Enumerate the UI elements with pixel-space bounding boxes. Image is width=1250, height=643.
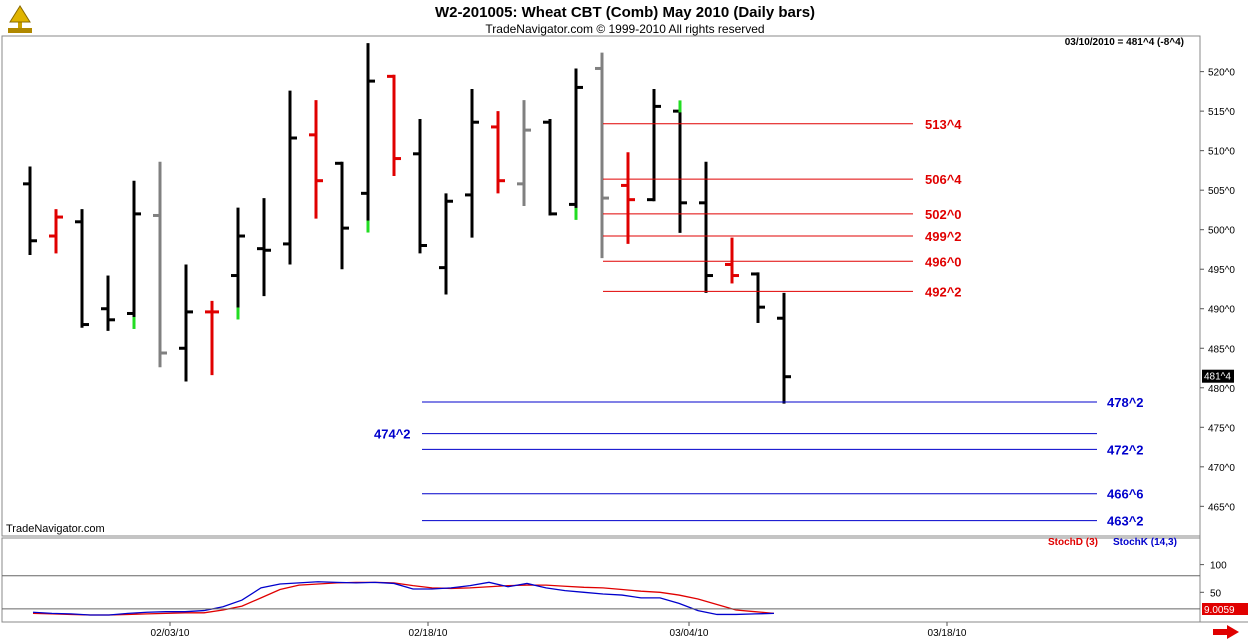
price-tick-label: 520^0	[1208, 68, 1235, 79]
support-label: 466^6	[1107, 487, 1144, 502]
copyright-subtitle: TradeNavigator.com © 1999-2010 All right…	[485, 22, 765, 36]
trade-navigator-logo-icon	[8, 5, 32, 33]
price-plot	[23, 43, 791, 404]
stoch-last-label: 9.0059	[1204, 605, 1235, 616]
price-readout: 03/10/2010 = 481^4 (-8^4)	[1064, 37, 1184, 48]
price-tick-label: 505^0	[1208, 186, 1235, 197]
resistance-label: 502^0	[925, 207, 962, 222]
stochastic-plot	[32, 581, 775, 616]
chart-title: W2-201005: Wheat CBT (Comb) May 2010 (Da…	[434, 4, 816, 21]
level-lines: 513^4 506^4 502^0 499^2 496^0 492^2 478^2 474^2…	[374, 117, 1144, 529]
price-tick-label: 510^0	[1208, 147, 1235, 158]
support-label: 474^2	[374, 427, 411, 442]
stoch-last-badge	[1202, 603, 1248, 615]
price-tick-label: 500^0	[1208, 226, 1235, 237]
last-price-badge	[1202, 369, 1234, 383]
resistance-label: 506^4	[925, 172, 962, 187]
price-tick-label: 470^0	[1208, 463, 1235, 474]
resistance-label: 513^4	[925, 117, 962, 132]
price-tick-label: 475^0	[1208, 423, 1235, 434]
price-tick-label: 490^0	[1208, 305, 1235, 316]
price-tick-label: 495^0	[1208, 265, 1235, 276]
date-tick-label: 03/04/10	[670, 628, 709, 639]
price-tick-label: 515^0	[1208, 107, 1235, 118]
last-price-label: 481^4	[1204, 372, 1231, 383]
resistance-label: 499^2	[925, 229, 962, 244]
watermark-text: TradeNavigator.com	[6, 523, 105, 535]
date-tick-label: 02/03/10	[151, 628, 190, 639]
date-axis: 02/03/10 02/18/10 03/04/10 03/18/10	[151, 622, 967, 639]
price-tick-label: 465^0	[1208, 502, 1235, 513]
resistance-label: 496^0	[925, 254, 962, 269]
date-tick-label: 03/18/10	[928, 628, 967, 639]
stoch-tick-label: 100	[1210, 561, 1227, 572]
price-tick-label: 480^0	[1208, 384, 1235, 395]
stoch-k-line	[32, 581, 775, 616]
support-label: 472^2	[1107, 442, 1144, 457]
resistance-label: 492^2	[925, 284, 962, 299]
price-tick-label: 485^0	[1208, 344, 1235, 355]
support-label: 463^2	[1107, 514, 1144, 529]
date-tick-label: 02/18/10	[409, 628, 448, 639]
legend-stoch-d: StochD (3)	[1048, 537, 1098, 548]
price-axis: 465^0 470^0 475^0 480^0 485^0 490^0 495^0 500^0…	[1200, 68, 1235, 513]
scroll-right-arrow-icon[interactable]	[1213, 625, 1239, 639]
stoch-tick-label: 50	[1210, 588, 1222, 599]
support-label: 478^2	[1107, 395, 1144, 410]
legend-stoch-k: StochK (14,3)	[1113, 537, 1177, 548]
stoch-d-line	[32, 581, 775, 616]
stochastic-axis: 50 100 9.0059	[2, 561, 1248, 616]
